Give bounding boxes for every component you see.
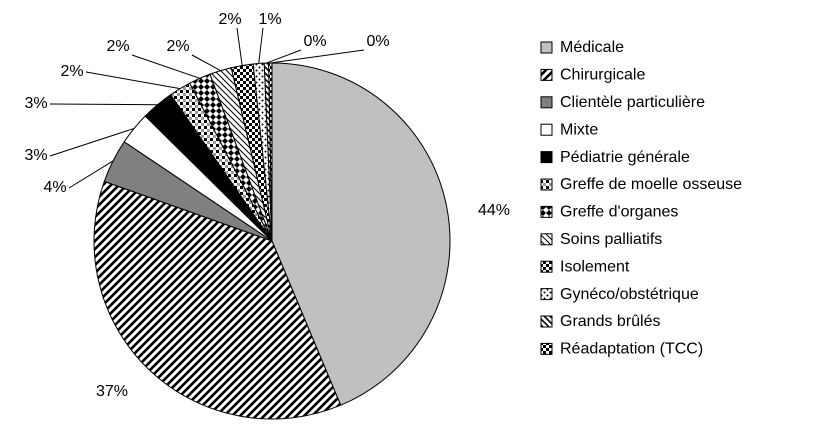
legend-swatch [540, 233, 553, 246]
legend-swatch [540, 342, 553, 355]
legend-swatch [540, 151, 553, 164]
legend-label: Isolement [560, 258, 630, 275]
leader-line [270, 49, 365, 64]
leader-line [258, 27, 264, 64]
data-label: 2% [166, 38, 189, 55]
legend-label: Greffe d'organes [560, 204, 678, 221]
legend-label: Réadaptation (TCC) [560, 341, 703, 358]
legend-swatch [540, 178, 553, 191]
data-label: 2% [106, 38, 129, 55]
legend-label: Mixte [560, 121, 598, 138]
pie-slice [93, 180, 342, 420]
legend-label: Médicale [560, 39, 624, 56]
legend-label: Chirurgicale [560, 67, 645, 84]
data-label: 2% [218, 11, 241, 28]
leader-line [131, 54, 200, 79]
legend-swatch [540, 68, 553, 81]
leader-line [49, 127, 135, 157]
data-label: 1% [258, 11, 281, 28]
legend-label: Grands brûlés [560, 313, 661, 330]
leader-line [68, 160, 114, 189]
data-label: 37% [96, 383, 128, 400]
legend-swatch [540, 260, 553, 273]
data-label: 44% [478, 202, 510, 219]
leader-line [236, 27, 243, 66]
legend-swatch [540, 41, 553, 54]
leader-line [191, 54, 221, 72]
legend-label: Clientèle particulière [560, 94, 705, 111]
legend-swatch [540, 288, 553, 301]
legend-label: Pédiatrie générale [560, 149, 690, 166]
data-label: 0% [303, 33, 326, 50]
legend-label: Soins palliatifs [560, 231, 662, 248]
data-label: 3% [24, 147, 47, 164]
data-label: 4% [43, 179, 66, 196]
legend-label: Greffe de moelle osseuse [560, 176, 742, 193]
leader-line [85, 71, 181, 90]
legend-swatch [540, 205, 553, 218]
data-label: 2% [60, 63, 83, 80]
data-label: 3% [24, 95, 47, 112]
leader-line [266, 49, 302, 64]
pie-slice [271, 62, 451, 406]
legend-swatch [540, 123, 553, 136]
leader-line [49, 103, 158, 106]
data-label: 0% [366, 33, 389, 50]
legend-swatch [540, 315, 553, 328]
legend-label: Gynéco/obstétrique [560, 286, 699, 303]
legend-swatch [540, 96, 553, 109]
